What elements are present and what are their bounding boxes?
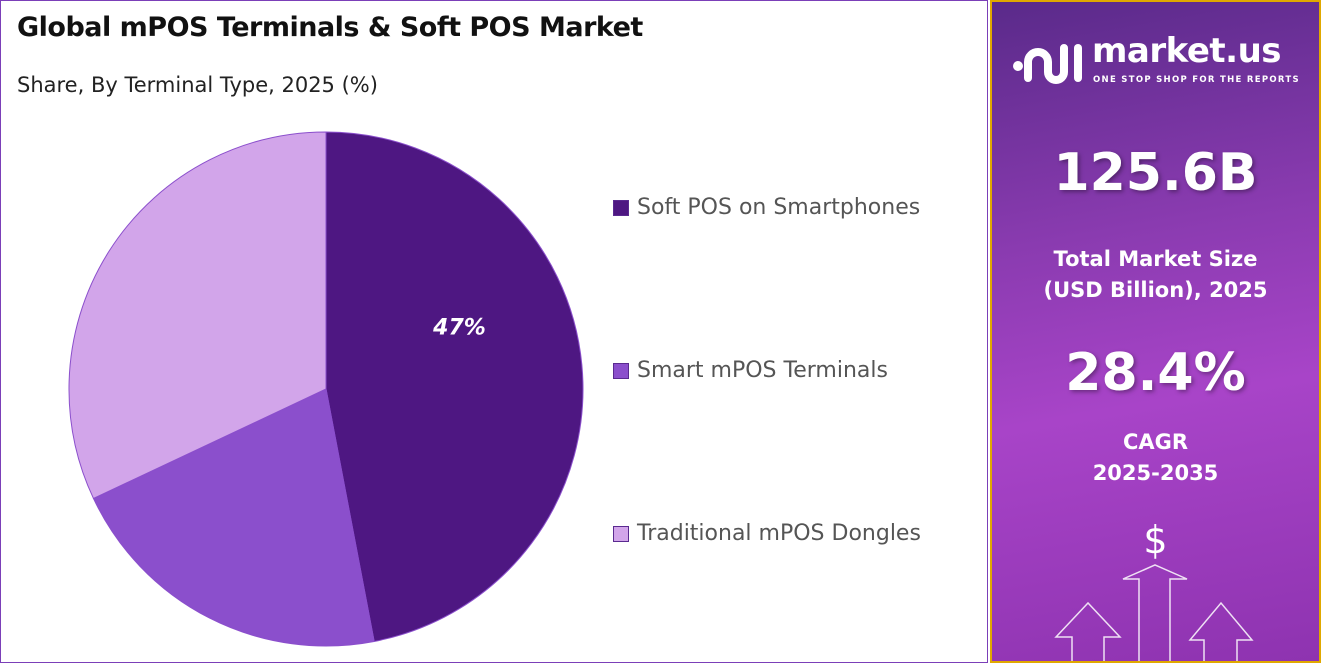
brand-tagline: ONE STOP SHOP FOR THE REPORTS bbox=[1093, 75, 1300, 85]
summary-panel: market.us ONE STOP SHOP FOR THE REPORTS … bbox=[990, 0, 1321, 663]
legend-swatch bbox=[613, 525, 629, 542]
dollar-icon: $ bbox=[1143, 518, 1168, 562]
chart-title: Global mPOS Terminals & Soft POS Market bbox=[17, 12, 643, 43]
legend-item: Smart mPOS Terminals bbox=[613, 358, 888, 383]
market-size-value: 125.6B bbox=[1053, 143, 1258, 203]
pie-slice-smart-mpos-terminals bbox=[92, 388, 375, 647]
chart-subtitle: Share, By Terminal Type, 2025 (%) bbox=[17, 73, 378, 97]
cagr-value: 28.4% bbox=[1065, 343, 1246, 403]
legend-label: Smart mPOS Terminals bbox=[637, 358, 888, 383]
legend-item: Soft POS on Smartphones bbox=[613, 195, 920, 220]
data-label: 47% bbox=[432, 315, 486, 340]
growth-arrows-icon bbox=[1054, 564, 1254, 661]
chart-panel: Global mPOS Terminals & Soft POS Market … bbox=[0, 0, 988, 663]
market-size-label-2: (USD Billion), 2025 bbox=[1043, 278, 1268, 302]
legend-swatch bbox=[613, 362, 629, 379]
cagr-label-1: CAGR bbox=[1122, 430, 1189, 454]
brand-name: market.us bbox=[1092, 31, 1282, 71]
legend-label: Soft POS on Smartphones bbox=[637, 195, 921, 220]
market-us-logo-icon bbox=[1013, 44, 1082, 84]
pie-slice-soft-pos-on-smartphones bbox=[325, 131, 584, 643]
legend-item: Traditional mPOS Dongles bbox=[613, 521, 921, 546]
legend-swatch bbox=[613, 199, 629, 216]
pie-chart: 47% bbox=[68, 131, 584, 647]
market-size-label-1: Total Market Size bbox=[1053, 247, 1258, 271]
cagr-label-2: 2025-2035 bbox=[1092, 461, 1219, 485]
legend-label: Traditional mPOS Dongles bbox=[637, 521, 921, 546]
pie-slice-traditional-mpos-dongles bbox=[68, 131, 327, 500]
